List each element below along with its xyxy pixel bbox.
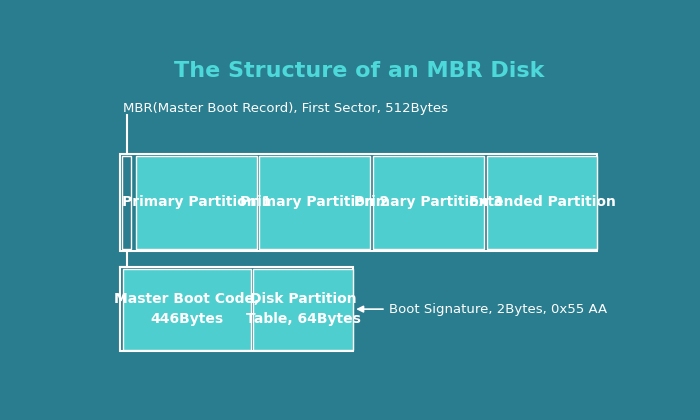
Text: The Structure of an MBR Disk: The Structure of an MBR Disk: [174, 61, 544, 81]
Bar: [122, 269, 251, 349]
Bar: [120, 267, 354, 351]
Text: Master Boot Code,
446Bytes: Master Boot Code, 446Bytes: [114, 292, 259, 326]
Text: Disk Partition
Table, 64Bytes: Disk Partition Table, 64Bytes: [246, 292, 360, 326]
Bar: [122, 156, 132, 249]
Bar: [259, 155, 370, 249]
Bar: [373, 155, 484, 249]
Bar: [120, 154, 597, 251]
Text: Primary Partition 2: Primary Partition 2: [240, 195, 389, 210]
Text: MBR(Master Boot Record), First Sector, 512Bytes: MBR(Master Boot Record), First Sector, 5…: [122, 102, 448, 115]
Bar: [486, 155, 597, 249]
Bar: [253, 269, 354, 349]
Text: Primary Partition 1: Primary Partition 1: [122, 195, 271, 210]
Text: Primary Partition 3: Primary Partition 3: [354, 195, 503, 210]
Text: Extended Partition: Extended Partition: [468, 195, 615, 210]
Bar: [136, 155, 256, 249]
Text: Boot Signature, 2Bytes, 0x55 AA: Boot Signature, 2Bytes, 0x55 AA: [389, 303, 607, 315]
